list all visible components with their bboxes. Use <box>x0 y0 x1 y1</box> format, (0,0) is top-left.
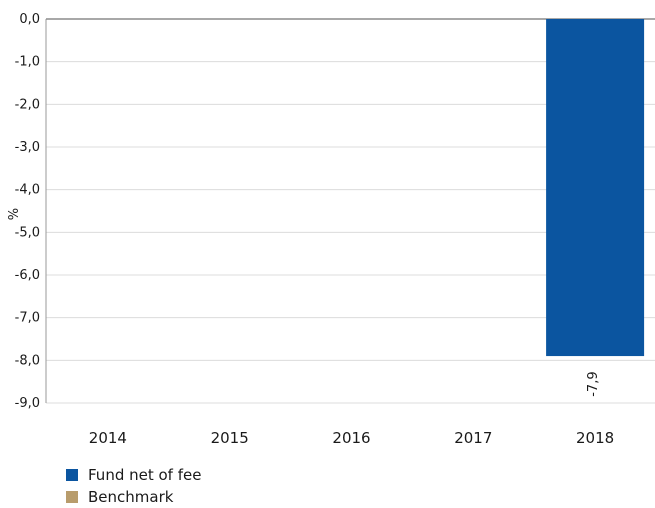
x-tick-label: 2017 <box>454 429 492 447</box>
bar-chart: 0,0 -1,0 -2,0 -3,0 -4,0 -5,0 -6,0 -7,0 -8,0 -9,0%… <box>7 12 655 447</box>
y-axis-title: % <box>7 208 22 220</box>
legend-swatch-benchmark <box>66 491 78 503</box>
legend-label-benchmark: Benchmark <box>88 488 174 506</box>
y-tick-label: -1,0 <box>15 55 40 70</box>
y-tick-label: 0,0 <box>19 12 40 27</box>
x-tick-label: 2018 <box>576 429 614 447</box>
legend: Fund net of fee Benchmark <box>66 464 201 508</box>
data-label: -7,9 <box>586 371 601 396</box>
y-tick-label: -6,0 <box>15 268 40 283</box>
legend-item-benchmark: Benchmark <box>66 486 201 508</box>
y-tick-label: -3,0 <box>15 140 40 155</box>
legend-label-fund: Fund net of fee <box>88 466 202 484</box>
x-tick-label: 2014 <box>89 429 127 447</box>
legend-item-fund: Fund net of fee <box>66 464 201 486</box>
y-tick-label: -4,0 <box>15 183 40 198</box>
x-tick-label: 2015 <box>211 429 249 447</box>
x-tick-label: 2016 <box>332 429 370 447</box>
y-tick-label: -5,0 <box>15 225 40 240</box>
y-tick-label: -9,0 <box>15 396 40 411</box>
y-tick-label: -8,0 <box>15 353 40 368</box>
bar-fund-net-of-fee-2018 <box>546 19 645 357</box>
legend-swatch-fund <box>66 469 78 481</box>
y-tick-label: -7,0 <box>15 311 40 326</box>
y-tick-label: -2,0 <box>15 97 40 112</box>
